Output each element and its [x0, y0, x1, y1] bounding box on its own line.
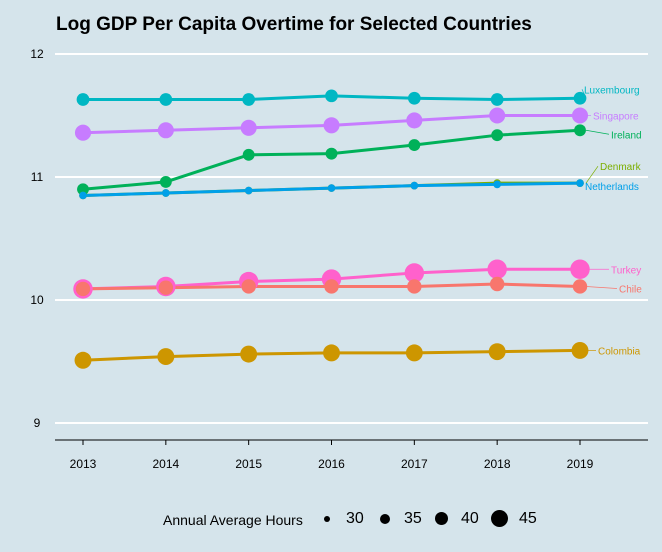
point-turkey [404, 263, 425, 283]
y-tick-label: 10 [30, 293, 44, 307]
point-ireland [77, 183, 89, 196]
legend-dot-35 [380, 514, 390, 524]
point-turkey [487, 259, 507, 279]
x-tick-label: 2015 [235, 457, 262, 471]
axes: 9 10 11 12 2013 2014 2015 2016 2017 2018 2019 [30, 47, 648, 471]
series-labels: Luxembourg Singapore Ireland Denmark Netherl… [581, 85, 642, 357]
point-colombia [240, 345, 258, 363]
series-label-colombia: Colombia [598, 346, 641, 357]
y-tick-label: 9 [34, 416, 41, 430]
point-colombia [571, 341, 589, 359]
point-ireland [408, 139, 421, 151]
leader-ireland [585, 129, 610, 135]
point-chile [241, 279, 256, 294]
point-ireland [574, 124, 586, 137]
line-ireland [82, 128, 581, 191]
series-label-ireland: Ireland [611, 130, 642, 141]
point-singapore [571, 107, 589, 124]
point-netherlands [410, 181, 419, 190]
series-label-turkey: Turkey [611, 265, 641, 276]
point-luxembourg [242, 93, 256, 106]
point-luxembourg [159, 93, 173, 106]
legend-dot-45 [491, 510, 508, 527]
legend-dot-30 [324, 516, 330, 522]
x-tick-label: 2019 [567, 457, 594, 471]
legend-label-45: 45 [519, 510, 537, 527]
point-chile [75, 281, 91, 297]
legend-title: Annual Average Hours [163, 512, 303, 528]
x-tick-label: 2017 [401, 457, 428, 471]
point-chile [324, 279, 339, 294]
point-netherlands [244, 186, 253, 195]
point-singapore [157, 122, 174, 139]
point-netherlands [576, 179, 584, 187]
point-ireland [325, 147, 338, 160]
series-points [73, 89, 590, 369]
point-chile [489, 276, 505, 292]
point-singapore [74, 124, 92, 141]
point-colombia [323, 344, 340, 362]
series-label-chile: Chile [619, 284, 642, 295]
point-colombia [488, 343, 506, 361]
point-chile [572, 279, 588, 294]
legend-label-35: 35 [404, 510, 422, 527]
point-netherlands [493, 180, 502, 189]
point-luxembourg [325, 89, 338, 103]
point-colombia [405, 344, 423, 362]
series-lines [82, 94, 581, 362]
series-label-luxembourg: Luxembourg [584, 85, 640, 96]
point-chile [407, 279, 422, 294]
leader-chile [585, 286, 618, 289]
leader-denmark [585, 165, 599, 184]
point-singapore [489, 107, 506, 124]
point-luxembourg [573, 91, 587, 105]
point-luxembourg [407, 91, 421, 105]
point-singapore [406, 112, 423, 129]
legend-label-40: 40 [461, 510, 479, 527]
line-chart: 9 10 11 12 2013 2014 2015 2016 2017 2018 2019 Luxe… [30, 47, 648, 471]
leader-luxembourg [581, 89, 587, 99]
point-chile [158, 280, 174, 295]
y-tick-label: 11 [31, 170, 44, 184]
x-tick-label: 2018 [484, 457, 511, 471]
point-singapore [323, 117, 340, 134]
point-ireland [491, 129, 504, 142]
point-ireland [159, 175, 172, 188]
point-colombia [157, 348, 175, 366]
x-tick-label: 2013 [70, 457, 97, 471]
size-legend: Annual Average Hours 30 35 40 45 [0, 504, 662, 534]
series-label-denmark: Denmark [600, 162, 642, 173]
point-netherlands [161, 189, 170, 197]
series-label-netherlands: Netherlands [585, 182, 639, 193]
x-tick-label: 2016 [318, 457, 345, 471]
point-netherlands [327, 184, 336, 192]
y-tick-label: 12 [30, 47, 44, 61]
point-luxembourg [76, 93, 90, 106]
chart-title: Log GDP Per Capita Overtime for Selected… [56, 14, 532, 35]
point-turkey [570, 259, 590, 279]
point-ireland [242, 148, 255, 161]
point-netherlands [79, 191, 87, 200]
x-tick-label: 2014 [152, 457, 179, 471]
legend-label-30: 30 [346, 510, 364, 527]
point-luxembourg [490, 93, 504, 106]
legend-dot-40 [435, 512, 448, 525]
point-colombia [74, 351, 92, 369]
grid-lines [55, 53, 648, 424]
point-singapore [240, 119, 257, 136]
series-label-singapore: Singapore [593, 112, 639, 123]
